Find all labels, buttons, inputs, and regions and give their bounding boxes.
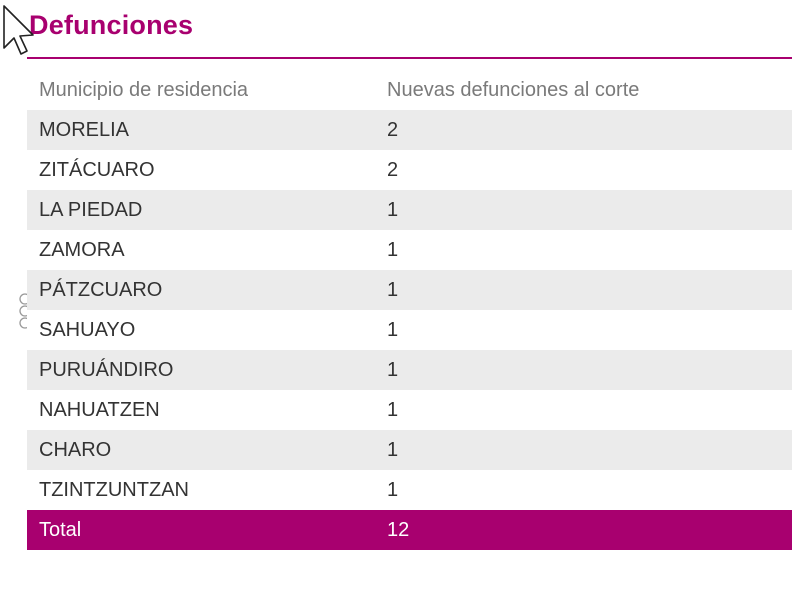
municipio-cell: ZAMORA — [27, 230, 375, 270]
municipio-cell: CHARO — [27, 430, 375, 470]
table-row: ZAMORA 1 — [27, 230, 792, 270]
title-divider — [27, 57, 792, 59]
defunciones-cell: 2 — [375, 110, 792, 150]
table-row: TZINTZUNTZAN 1 — [27, 470, 792, 510]
defunciones-cell: 1 — [375, 390, 792, 430]
table-row: PURUÁNDIRO 1 — [27, 350, 792, 390]
table-row: ZITÁCUARO 2 — [27, 150, 792, 190]
defunciones-cell: 1 — [375, 430, 792, 470]
defunciones-cell: 1 — [375, 270, 792, 310]
municipio-cell: ZITÁCUARO — [27, 150, 375, 190]
table-row: NAHUATZEN 1 — [27, 390, 792, 430]
municipio-cell: TZINTZUNTZAN — [27, 470, 375, 510]
table-row: SAHUAYO 1 — [27, 310, 792, 350]
municipio-cell: LA PIEDAD — [27, 190, 375, 230]
municipio-cell: PURUÁNDIRO — [27, 350, 375, 390]
table-row: MORELIA 2 — [27, 110, 792, 150]
municipio-cell: MORELIA — [27, 110, 375, 150]
total-label: Total — [27, 510, 375, 550]
municipio-cell: NAHUATZEN — [27, 390, 375, 430]
table-row: PÁTZCUARO 1 — [27, 270, 792, 310]
defunciones-cell: 1 — [375, 230, 792, 270]
total-row: Total 12 — [27, 510, 792, 550]
table-header-row: Municipio de residencia Nuevas defuncion… — [27, 70, 792, 110]
table-row: LA PIEDAD 1 — [27, 190, 792, 230]
defunciones-cell: 1 — [375, 310, 792, 350]
mouse-pointer-icon — [3, 5, 34, 55]
defunciones-cell: 1 — [375, 190, 792, 230]
total-value: 12 — [375, 510, 792, 550]
column-header-municipio: Municipio de residencia — [39, 78, 249, 101]
defunciones-cell: 2 — [375, 150, 792, 190]
deaths-table: Municipio de residencia Nuevas defuncion… — [27, 70, 792, 550]
municipio-cell: PÁTZCUARO — [27, 270, 375, 310]
defunciones-cell: 1 — [375, 470, 792, 510]
defunciones-cell: 1 — [375, 350, 792, 390]
column-header-defunciones: Nuevas defunciones al corte — [387, 78, 640, 101]
page-title: Defunciones — [29, 10, 194, 40]
municipio-cell: SAHUAYO — [27, 310, 375, 350]
table-row: CHARO 1 — [27, 430, 792, 470]
